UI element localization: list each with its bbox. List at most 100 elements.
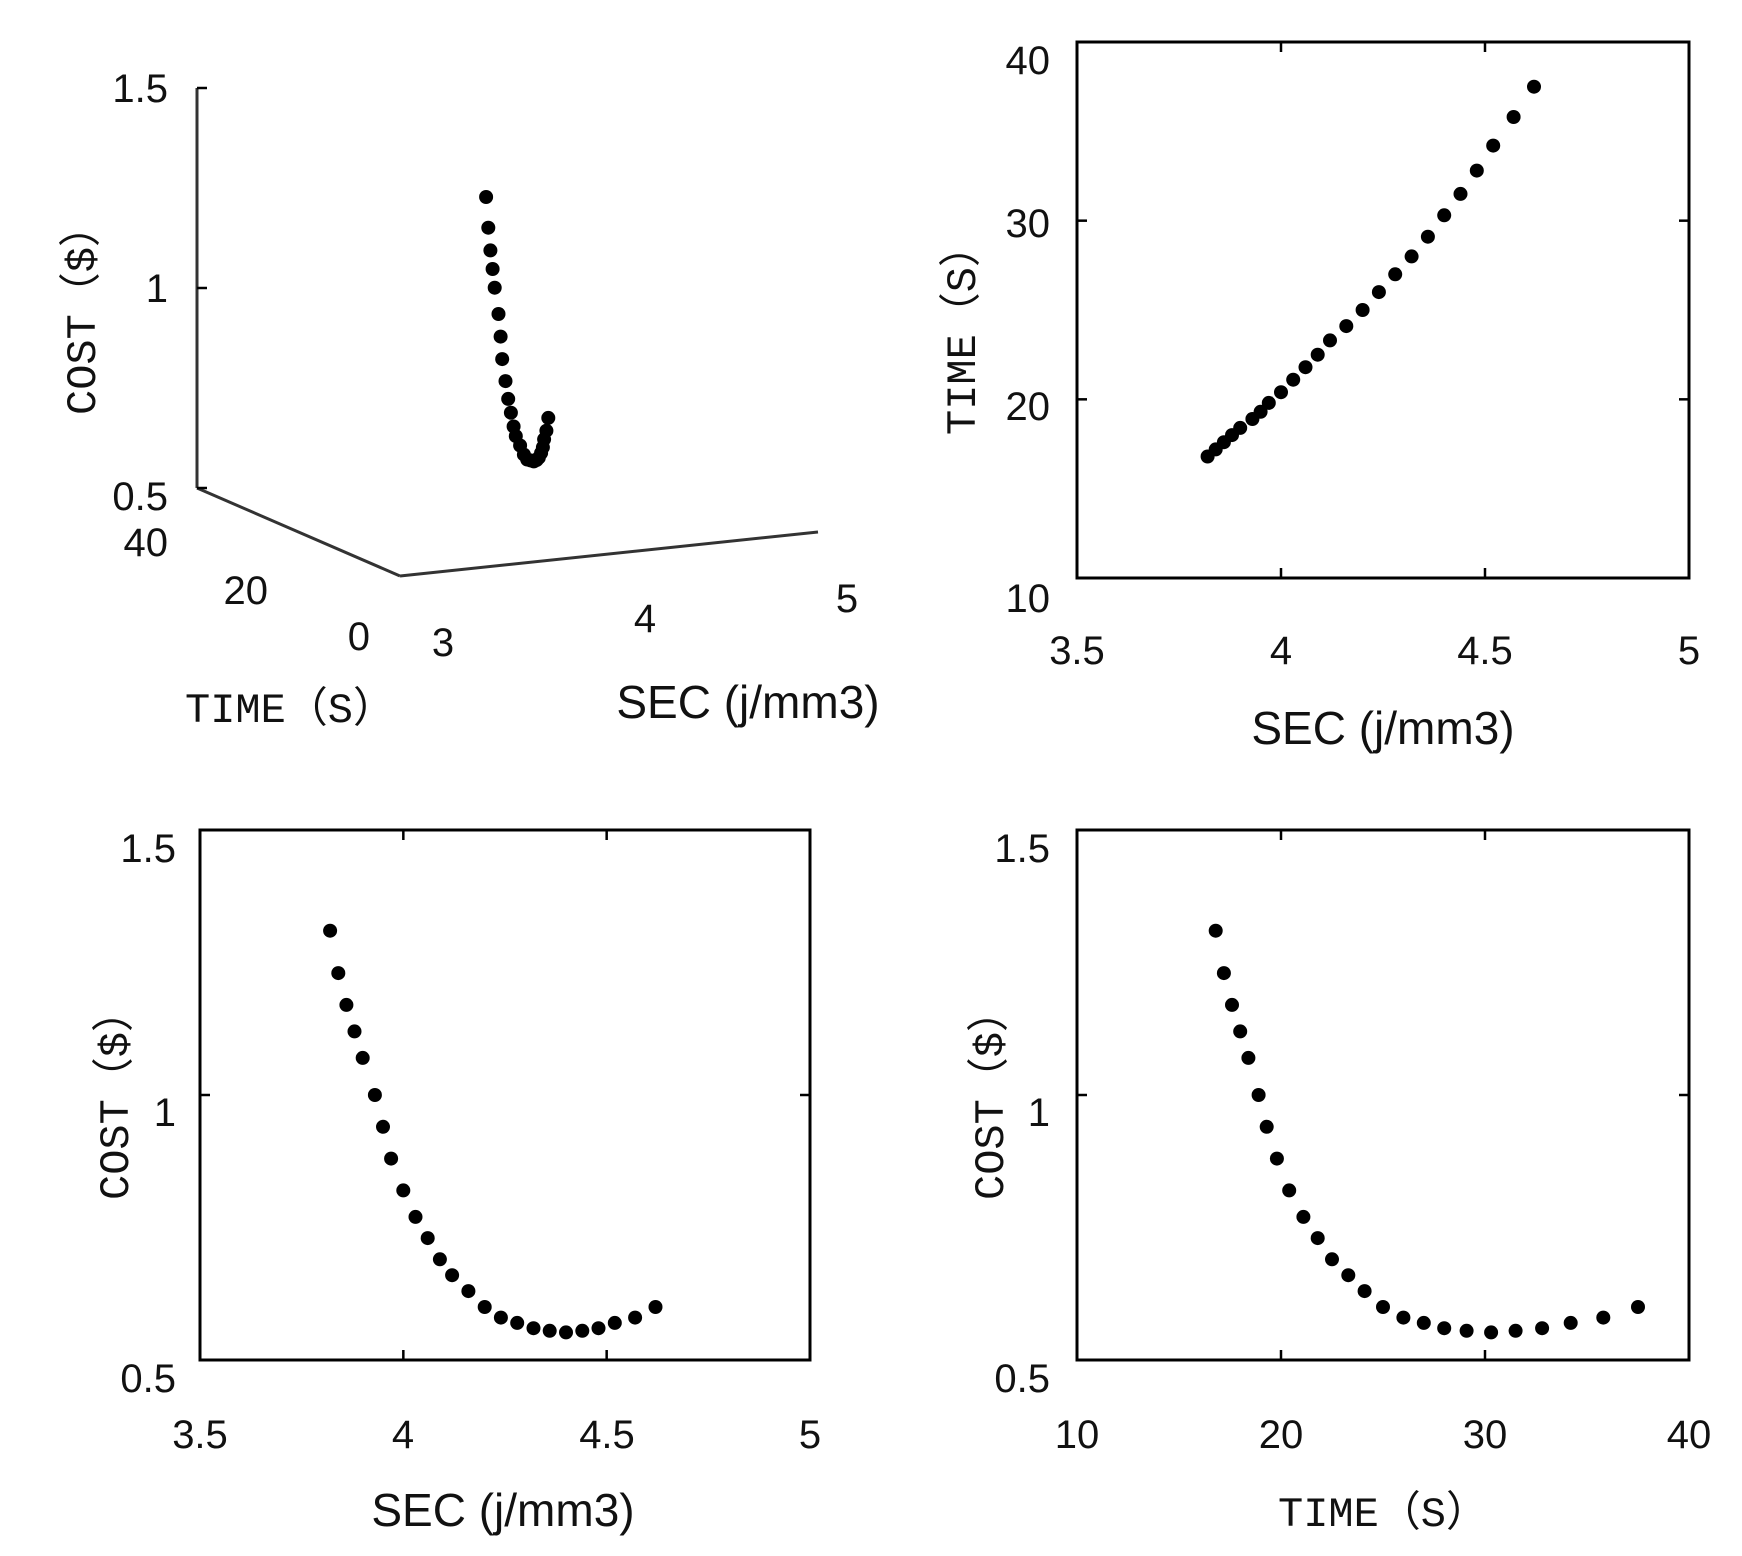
x-axis-title: SEC (j/mm3) <box>1251 702 1514 754</box>
data-point <box>1310 347 1325 362</box>
data-point <box>355 1050 370 1065</box>
scatter-points <box>479 190 556 469</box>
data-point <box>559 1325 573 1340</box>
data-point <box>493 1310 508 1325</box>
data-point <box>1484 1325 1499 1340</box>
data-point <box>485 262 500 276</box>
panel-sec-vs-time: 3.5 4 4.5 5 10 20 30 40 SEC (j/mm3) TIME… <box>939 39 1700 754</box>
data-point <box>1563 1315 1578 1330</box>
data-point <box>575 1323 590 1338</box>
data-point <box>498 374 513 389</box>
data-point <box>1325 1252 1339 1267</box>
data-point <box>591 1321 606 1336</box>
y-axis-line <box>196 486 401 578</box>
scatter-points <box>1200 79 1541 464</box>
scatter-points <box>323 923 663 1340</box>
x-tick-label: 4.5 <box>579 1413 635 1457</box>
x-tick-label: 30 <box>1463 1413 1508 1457</box>
x-axis-title: SEC (j/mm3) <box>616 676 879 728</box>
z-axis-title: COST（$） <box>59 205 108 415</box>
y-tick-label: 1 <box>1028 1091 1050 1135</box>
data-point <box>384 1151 399 1166</box>
data-point <box>1388 267 1403 282</box>
data-point <box>1396 1310 1411 1325</box>
data-point <box>1208 923 1223 938</box>
data-point <box>1225 997 1239 1012</box>
data-point <box>648 1300 663 1314</box>
data-point <box>542 1323 557 1338</box>
data-point <box>479 190 494 204</box>
data-point <box>432 1252 447 1267</box>
y-tick-label: 1.5 <box>994 827 1050 871</box>
data-point <box>477 1300 492 1314</box>
data-point <box>1420 229 1435 244</box>
y-axis-title: TIME（S） <box>185 686 395 735</box>
data-point <box>1596 1310 1611 1325</box>
data-point <box>1404 249 1419 264</box>
y-tick-label: 1.5 <box>120 827 176 871</box>
y-tick-label: 20 <box>1006 385 1051 429</box>
data-point <box>1233 1024 1248 1039</box>
x-tick-label: 4.5 <box>1457 629 1513 673</box>
data-point <box>1535 1321 1550 1336</box>
plot-frame <box>1075 40 1691 580</box>
data-point <box>1274 385 1288 400</box>
data-point <box>367 1088 382 1102</box>
data-point <box>510 1315 525 1330</box>
data-point <box>396 1183 411 1198</box>
data-point <box>1437 208 1452 223</box>
x-tick-label: 3.5 <box>1049 629 1105 673</box>
data-point <box>1459 1323 1474 1338</box>
data-point <box>607 1315 622 1330</box>
plot-frame <box>1075 828 1691 1362</box>
data-point <box>339 997 354 1012</box>
data-point <box>1296 1209 1311 1224</box>
data-point <box>1241 1050 1256 1065</box>
tick-marks <box>198 828 812 1362</box>
y-tick-label: 0 <box>348 615 370 659</box>
data-point <box>376 1119 390 1134</box>
data-point <box>1376 1300 1390 1314</box>
z-tick-label: 1.5 <box>112 67 168 111</box>
data-point <box>1631 1300 1645 1314</box>
data-point <box>503 405 518 420</box>
data-point <box>628 1310 643 1325</box>
data-point <box>408 1209 423 1224</box>
data-point <box>483 243 498 258</box>
data-point <box>1416 1315 1431 1330</box>
x-tick-label: 40 <box>1667 1413 1712 1457</box>
data-point <box>1323 333 1337 348</box>
data-point <box>1253 404 1268 419</box>
z-tick-label: 0.5 <box>112 475 168 519</box>
data-point <box>1527 79 1541 94</box>
data-point <box>501 391 516 406</box>
data-point <box>1357 1284 1372 1299</box>
data-point <box>487 280 502 295</box>
data-point <box>1437 1321 1452 1336</box>
x-tick-label: 4 <box>634 597 656 641</box>
data-point <box>1355 303 1370 317</box>
data-point <box>526 1321 541 1336</box>
y-tick-label: 30 <box>1006 202 1051 246</box>
data-point <box>1486 138 1501 153</box>
data-point <box>1339 319 1354 334</box>
y-tick-label: 0.5 <box>994 1357 1050 1401</box>
data-point <box>539 423 554 438</box>
data-point <box>1453 186 1468 201</box>
tick-marks <box>1075 828 1691 1362</box>
data-point <box>1310 1231 1325 1246</box>
y-axis-title: COST（$） <box>92 990 141 1200</box>
y-tick-label: 40 <box>124 521 169 565</box>
x-tick-label: 3.5 <box>172 1413 228 1457</box>
data-point <box>420 1231 435 1246</box>
data-point <box>491 307 506 321</box>
y-tick-label: 40 <box>1006 39 1051 83</box>
panel-sec-vs-cost: 3.5 4 4.5 5 0.5 1 1.5 SEC (j/mm3) COST（$… <box>92 827 821 1536</box>
x-tick-label: 10 <box>1055 1413 1100 1457</box>
x-tick-label: 20 <box>1259 1413 1304 1457</box>
data-point <box>1469 163 1484 178</box>
data-point <box>1269 1151 1284 1166</box>
data-point <box>1298 360 1313 375</box>
data-point <box>323 923 338 938</box>
